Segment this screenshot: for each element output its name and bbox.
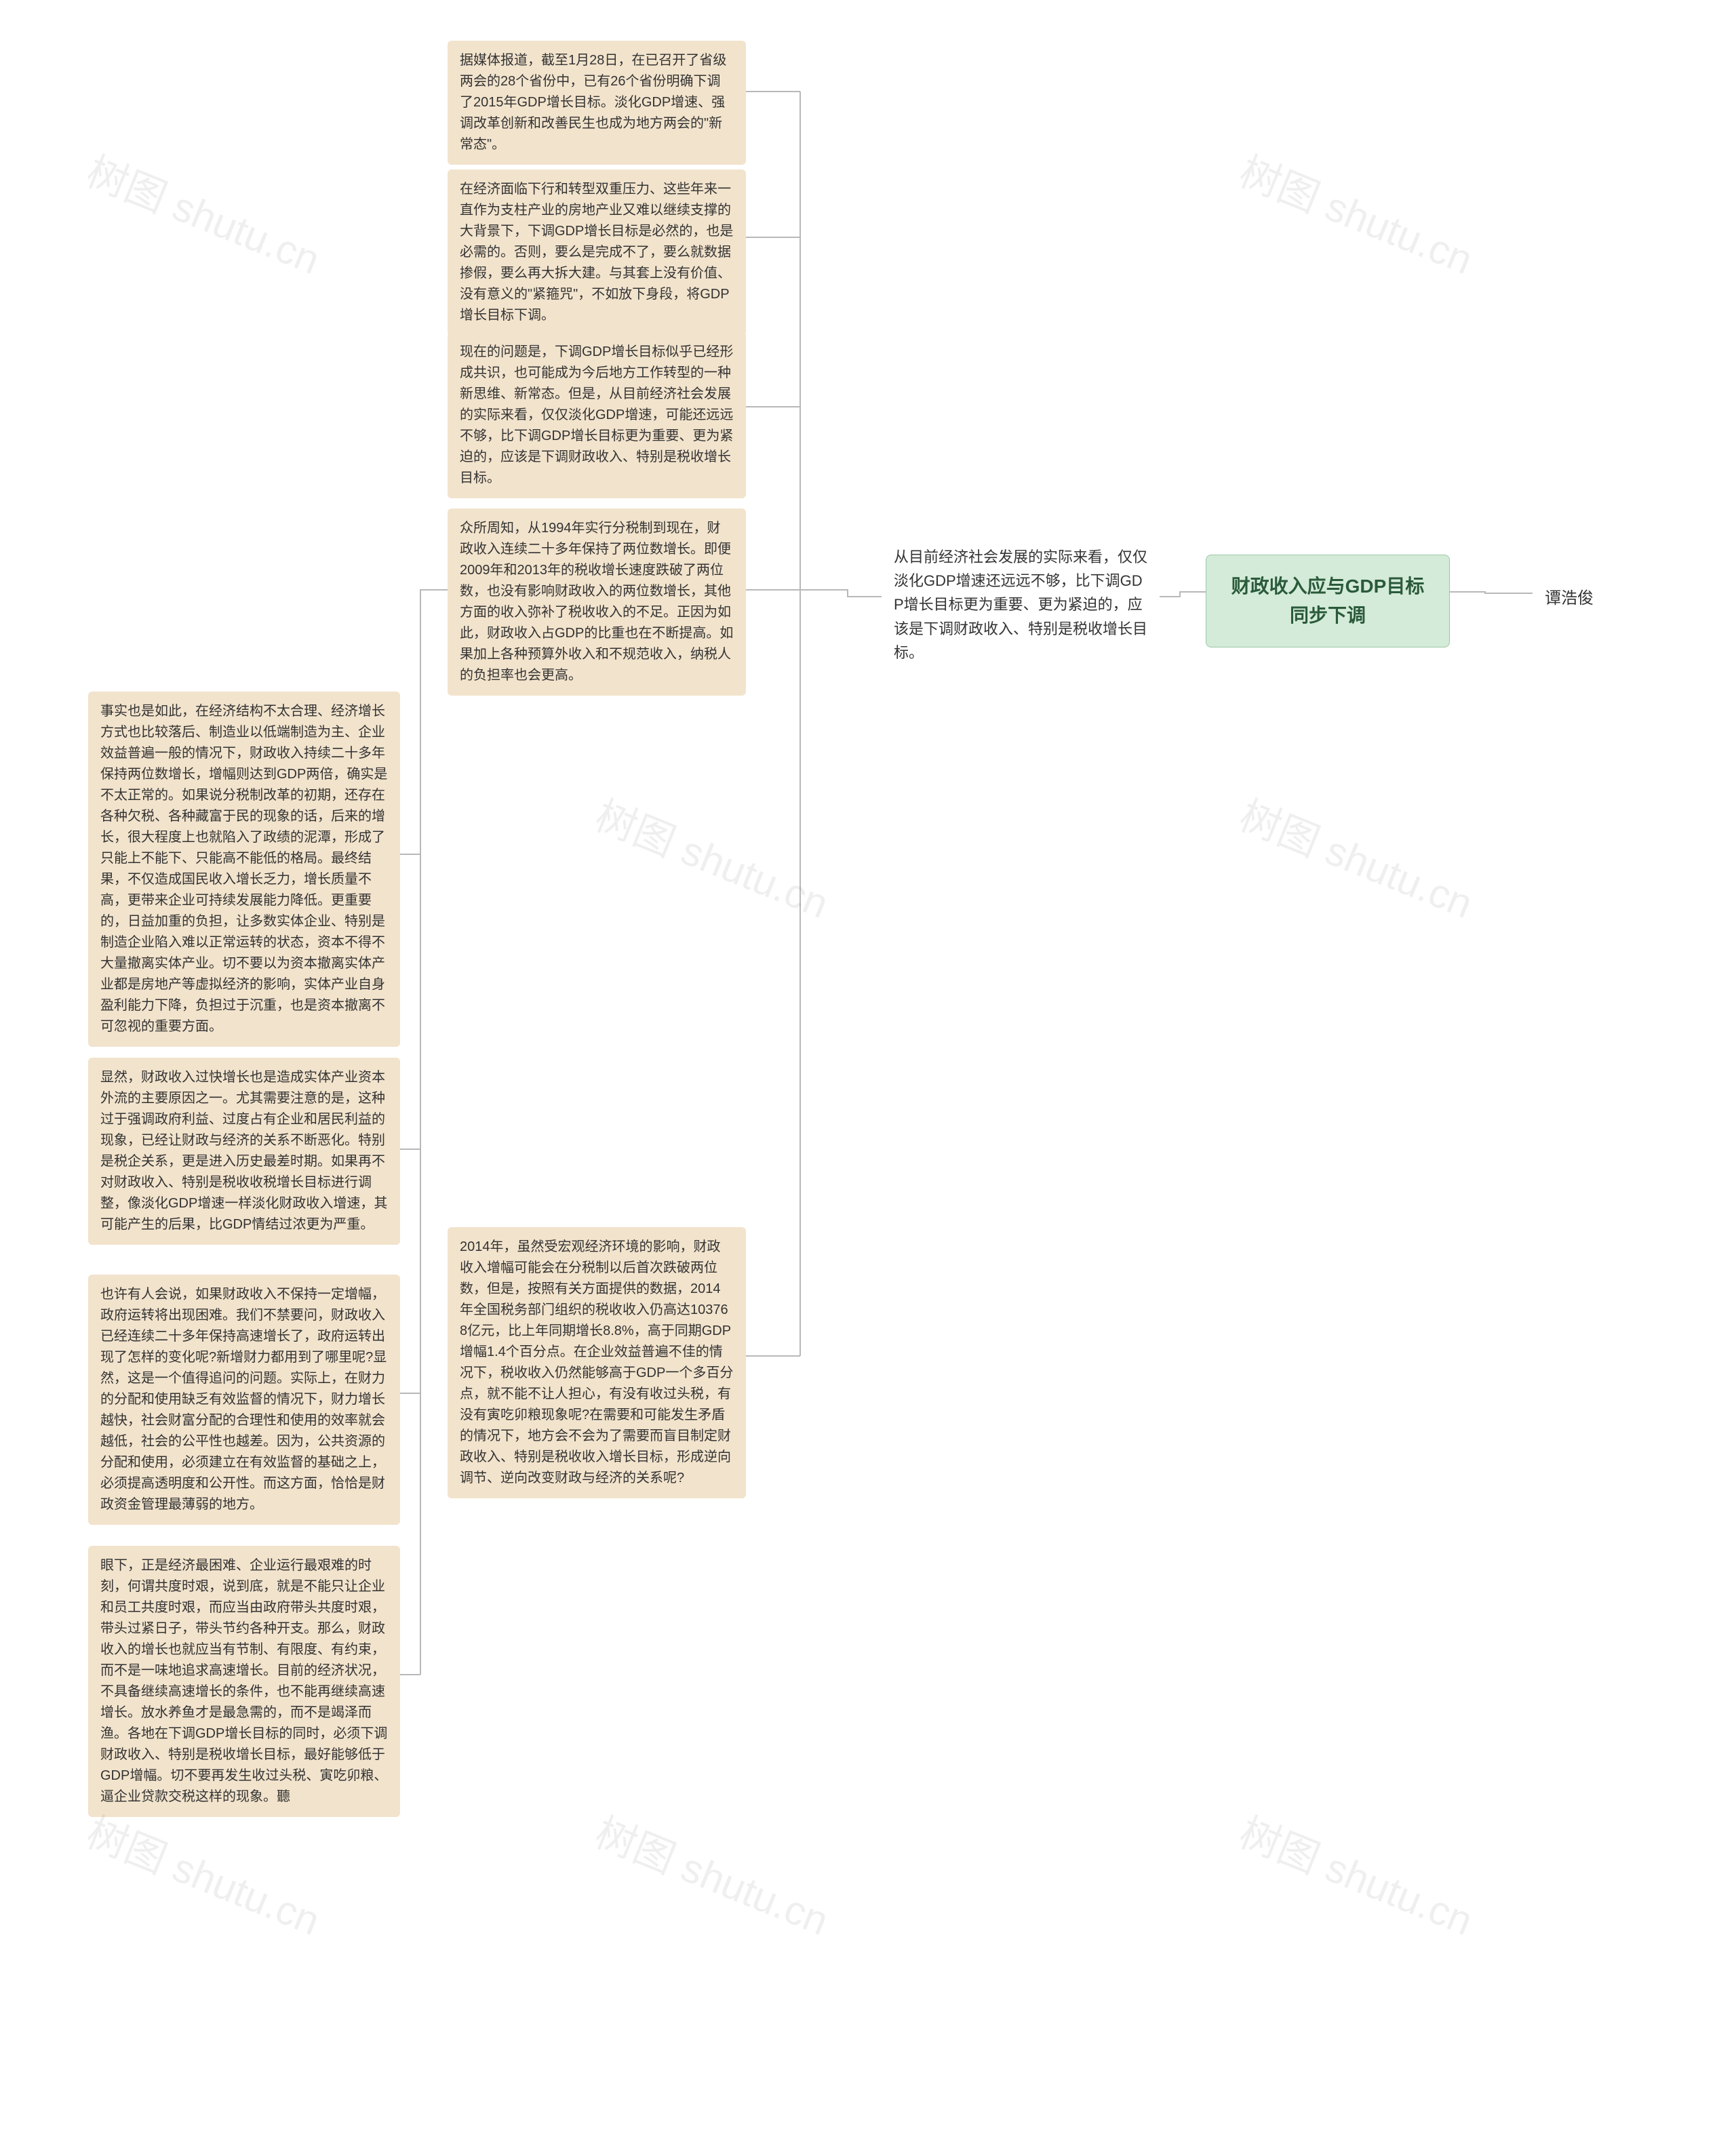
paragraph-text: 众所周知，从1994年实行分税制到现在，财政收入连续二十多年保持了两位数增长。即… [460, 521, 733, 683]
paragraph-node[interactable]: 眼下，正是经济最困难、企业运行最艰难的时刻，何谓共度时艰，说到底，就是不能只让企… [88, 1546, 400, 1817]
paragraph-node[interactable]: 众所周知，从1994年实行分税制到现在，财政收入连续二十多年保持了两位数增长。即… [448, 508, 746, 696]
paragraph-text: 在经济面临下行和转型双重压力、这些年来一直作为支柱产业的房地产业又难以继续支撑的… [460, 182, 733, 323]
watermark-text: 树图 shutu.cn [588, 1800, 839, 1947]
paragraph-text: 据媒体报道，截至1月28日，在已召开了省级两会的28个省份中，已有26个省份明确… [460, 53, 726, 152]
root-node[interactable]: 财政收入应与GDP目标同步下调 [1206, 555, 1450, 647]
summary-text: 从目前经济社会发展的实际来看，仅仅淡化GDP增速还远远不够，比下调GDP增长目标… [894, 548, 1147, 661]
watermark-text: 树图 shutu.cn [1232, 783, 1483, 930]
paragraph-text: 显然，财政收入过快增长也是造成实体产业资本外流的主要原因之一。尤其需要注意的是，… [100, 1070, 387, 1232]
watermark-text: 树图 shutu.cn [1232, 1800, 1483, 1947]
paragraph-node[interactable]: 据媒体报道，截至1月28日，在已召开了省级两会的28个省份中，已有26个省份明确… [448, 41, 746, 165]
watermark-text: 树图 shutu.cn [588, 783, 839, 930]
paragraph-node[interactable]: 事实也是如此，在经济结构不太合理、经济增长方式也比较落后、制造业以低端制造为主、… [88, 692, 400, 1047]
watermark-text: 树图 shutu.cn [79, 1800, 330, 1947]
paragraph-text: 也许有人会说，如果财政收入不保持一定增幅，政府运转将出现困难。我们不禁要问，财政… [100, 1287, 387, 1512]
summary-node: 从目前经济社会发展的实际来看，仅仅淡化GDP增速还远远不够，比下调GDP增长目标… [882, 536, 1160, 674]
author-node: 谭浩俊 [1533, 576, 1628, 620]
paragraph-node[interactable]: 现在的问题是，下调GDP增长目标似乎已经形成共识，也可能成为今后地方工作转型的一… [448, 332, 746, 498]
paragraph-node[interactable]: 也许有人会说，如果财政收入不保持一定增幅，政府运转将出现困难。我们不禁要问，财政… [88, 1275, 400, 1525]
paragraph-text: 眼下，正是经济最困难、企业运行最艰难的时刻，何谓共度时艰，说到底，就是不能只让企… [100, 1558, 387, 1804]
paragraph-text: 现在的问题是，下调GDP增长目标似乎已经形成共识，也可能成为今后地方工作转型的一… [460, 344, 733, 485]
paragraph-node[interactable]: 2014年，虽然受宏观经济环境的影响，财政收入增幅可能会在分税制以后首次跌破两位… [448, 1227, 746, 1498]
author-text: 谭浩俊 [1545, 589, 1594, 607]
paragraph-text: 事实也是如此，在经济结构不太合理、经济增长方式也比较落后、制造业以低端制造为主、… [100, 704, 387, 1034]
paragraph-node[interactable]: 显然，财政收入过快增长也是造成实体产业资本外流的主要原因之一。尤其需要注意的是，… [88, 1058, 400, 1245]
paragraph-text: 2014年，虽然受宏观经济环境的影响，财政收入增幅可能会在分税制以后首次跌破两位… [460, 1239, 733, 1485]
paragraph-node[interactable]: 在经济面临下行和转型双重压力、这些年来一直作为支柱产业的房地产业又难以继续支撑的… [448, 169, 746, 336]
watermark-text: 树图 shutu.cn [1232, 139, 1483, 286]
watermark-text: 树图 shutu.cn [79, 139, 330, 286]
root-title: 财政收入应与GDP目标同步下调 [1231, 576, 1425, 626]
